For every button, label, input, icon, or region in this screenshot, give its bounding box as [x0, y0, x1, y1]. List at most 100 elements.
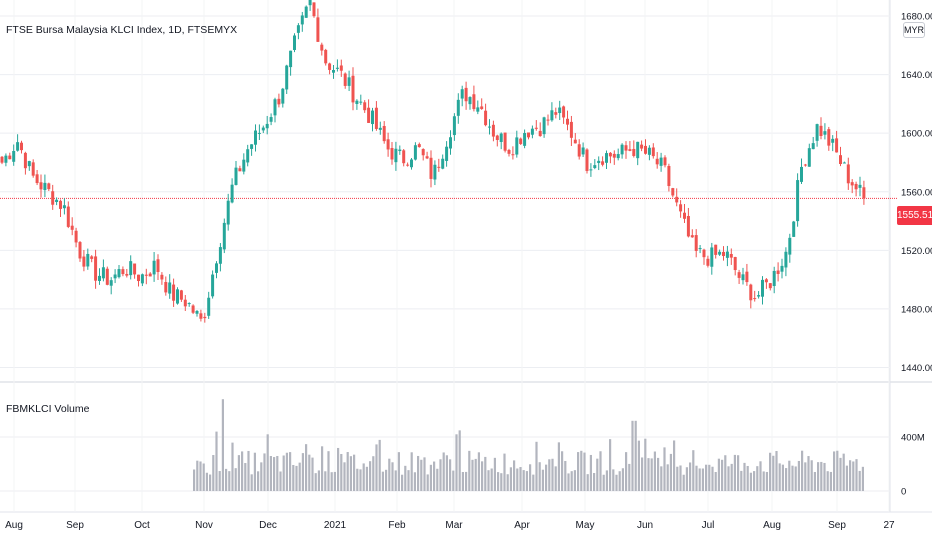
candle-body — [382, 126, 386, 142]
candle-body — [546, 119, 550, 121]
candle — [850, 179, 854, 194]
x-tick-label: Apr — [514, 520, 530, 531]
candle-body — [347, 77, 351, 86]
volume-bar — [218, 471, 221, 491]
volume-bar — [253, 452, 256, 491]
volume-bar — [650, 458, 653, 491]
volume-bar — [327, 451, 330, 491]
volume-bar — [676, 466, 679, 491]
candle — [710, 242, 714, 275]
candle — [519, 137, 523, 146]
candle-body — [332, 70, 335, 73]
grid-lines — [0, 0, 932, 513]
candle — [745, 263, 749, 286]
candle-body — [858, 184, 862, 188]
candle-body — [273, 99, 277, 116]
candle-body — [312, 2, 316, 17]
candle-body — [733, 257, 737, 271]
candle-body — [433, 164, 437, 180]
candle — [768, 282, 772, 291]
volume-bar — [801, 450, 804, 491]
candle-body — [675, 196, 679, 203]
volume-bar — [461, 472, 464, 491]
candle — [351, 67, 355, 111]
volume-bar — [308, 454, 311, 491]
candle — [386, 132, 390, 157]
candle — [238, 165, 242, 172]
volume-bar — [234, 468, 237, 491]
candle-body — [768, 283, 772, 289]
volume-bar — [407, 470, 410, 491]
volume-bar — [842, 453, 845, 491]
candle-body — [203, 316, 207, 319]
candle-body — [261, 127, 265, 131]
currency-badge[interactable]: MYR — [903, 22, 925, 38]
candle-body — [484, 110, 488, 126]
volume-bar — [545, 464, 548, 491]
candle — [534, 120, 538, 131]
candle-body — [776, 270, 780, 274]
candle-body — [741, 274, 745, 281]
candle — [464, 81, 468, 110]
candle — [148, 272, 152, 277]
candle-body — [659, 157, 663, 166]
candle-body — [413, 145, 417, 160]
candle-body — [211, 274, 215, 297]
candle-body — [156, 259, 160, 272]
volume-bar — [733, 454, 736, 491]
candle-body — [285, 65, 289, 90]
volume-bar — [657, 457, 660, 491]
candle-body — [90, 256, 94, 259]
candle-body — [846, 164, 850, 184]
candle-body — [850, 182, 854, 186]
candle — [647, 145, 651, 161]
candle-body — [831, 138, 835, 143]
candle-body — [737, 272, 741, 278]
candle-body — [788, 237, 792, 255]
chart-title: FTSE Bursa Malaysia KLCI Index, 1D, FTSE… — [6, 24, 238, 36]
volume-bar — [196, 460, 199, 491]
volume-bar — [305, 444, 308, 491]
volume-bar — [548, 459, 551, 491]
volume-bar — [324, 471, 327, 491]
volume-bar — [705, 464, 708, 491]
volume-bar — [737, 455, 740, 491]
candle — [347, 70, 351, 92]
volume-bar — [369, 461, 372, 491]
volume-bar — [465, 471, 468, 491]
volume-bar — [509, 467, 512, 491]
volume-bar — [442, 452, 445, 491]
volume-bar — [660, 466, 663, 491]
volume-bar — [228, 471, 231, 491]
candle-body — [566, 118, 569, 125]
volume-bar — [525, 471, 528, 491]
volume-bar — [641, 457, 644, 491]
volume-bar — [449, 459, 452, 491]
candle — [109, 277, 113, 295]
volume-bar — [397, 452, 400, 491]
candle-body — [800, 166, 803, 182]
candle-body — [620, 144, 624, 155]
candle-body — [644, 145, 647, 154]
volume-bar — [756, 466, 759, 491]
candle — [234, 160, 238, 186]
volume-bar — [263, 453, 266, 491]
candle-body — [554, 112, 558, 115]
candle — [133, 263, 137, 279]
volume-bar — [349, 456, 352, 491]
candle-body — [425, 156, 429, 159]
volume-bar — [823, 462, 826, 491]
volume-bar — [212, 455, 215, 491]
candle-body — [651, 147, 655, 157]
volume-bar — [388, 458, 391, 491]
candle — [776, 262, 780, 282]
candle — [577, 139, 581, 160]
volume-bar — [730, 463, 733, 491]
candle — [655, 152, 659, 169]
candle — [488, 119, 491, 135]
volume-bar — [855, 459, 858, 491]
candle-body — [753, 298, 757, 300]
x-tick-label: May — [576, 520, 595, 531]
volume-bar — [775, 451, 778, 491]
